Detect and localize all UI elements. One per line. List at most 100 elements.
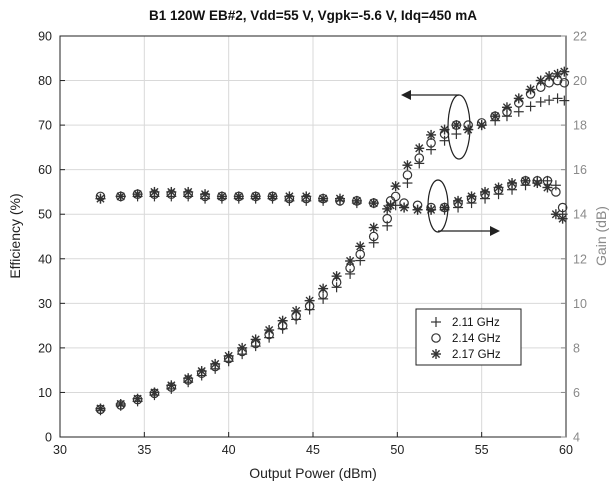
efficiency-point [277,315,288,326]
star-marker-d2 [268,192,277,201]
y-left-tick-label: 50 [38,208,52,222]
gain-point [200,189,211,200]
legend-marker-series-2 [431,333,441,343]
efficiency-point [525,101,536,112]
gain-point [166,186,177,197]
star-marker-d2 [217,192,227,201]
efficiency-point [264,325,275,336]
y-left-tick-label: 20 [38,341,52,355]
star-marker-d2 [369,223,378,232]
star-marker-d2 [391,182,400,191]
legend: 2.11 GHz 2.14 GHz 2.17 GHz [415,308,522,366]
y-left-tick-label: 80 [38,74,52,88]
efficiency-point [552,68,563,79]
gain-point [216,191,227,202]
star-marker-d2 [533,178,542,188]
efficiency-point [544,71,555,82]
star-marker-d2 [335,194,345,203]
gain-point [550,209,561,220]
star-marker-d2 [560,67,569,76]
gain-point [557,213,568,224]
gain-point [368,198,379,209]
star-marker-d2 [543,183,552,192]
efficiency-point [463,124,474,135]
gain-point [267,191,278,202]
x-tick-label: 50 [390,443,404,457]
star-marker-d2 [305,296,314,305]
star-marker-d2 [452,121,461,130]
star-marker-d2 [526,85,535,94]
star-marker-d2 [346,256,355,266]
efficiency-point [451,120,462,131]
efficiency-point [535,75,546,86]
star-marker-d2 [200,190,210,199]
y-left-tick-label: 40 [38,252,52,266]
star-marker-d2 [440,125,449,134]
gain-point [318,193,329,204]
efficiency-point [115,399,126,410]
gain-point [412,204,423,215]
gain-point [301,191,312,202]
star-marker-d2 [431,349,441,359]
efficiency-axis-arrow-head [401,90,411,100]
star-marker-d2 [251,335,260,344]
efficiency-point [451,129,462,140]
star-marker-d2 [558,214,567,223]
legend-label-series-2: 2.14 GHz [452,333,501,345]
y-right-tick-label: 12 [573,252,587,266]
star-marker-d2 [184,187,193,197]
legend-marker-series-3 [431,349,441,359]
y-right-axis-label: Gain (dB) [593,206,609,266]
star-marker-d2 [234,192,243,201]
gain-point [557,202,568,213]
efficiency-point [544,95,555,106]
star-marker-d2 [224,351,233,361]
chart-title: B1 120W EB#2, Vdd=55 V, Vgpk=-5.6 V, Idq… [149,8,477,23]
y-right-tick-label: 20 [573,74,587,88]
efficiency-point [250,334,261,345]
efficiency-point [368,222,379,233]
y-right-tick-label: 14 [573,208,587,222]
x-axis-label: Output Power (dBm) [249,465,377,481]
gain-curve-ellipse [427,179,449,233]
gain-point [284,191,295,202]
x-tick-label: 60 [559,443,573,457]
star-marker-d2 [521,176,530,185]
x-tick-label: 55 [475,443,489,457]
star-marker-d2 [415,144,424,153]
axis-ticks: 30 35 40 45 50 55 60 0 10 20 30 40 50 60 70 80 90 4 6 8 10 12… [38,30,587,458]
efficiency-point [426,144,437,155]
star-marker-d2 [133,394,142,403]
efficiency-point [237,342,248,353]
star-marker-d2 [426,130,436,140]
star-marker-d2 [133,190,142,199]
efficiency-point [559,77,570,88]
efficiency-point [382,213,393,224]
star-marker-d2 [403,161,412,170]
gain-point [550,180,561,191]
gain-point [466,191,477,202]
efficiency-point [355,255,366,266]
star-marker-d2 [211,359,220,369]
efficiency-point [426,129,437,140]
efficiency-point [535,96,546,107]
star-marker-d2 [386,201,395,210]
y-left-tick-label: 0 [45,431,52,445]
star-marker-d2 [551,210,560,219]
efficiency-point [183,373,194,384]
gain-point [507,178,518,189]
efficiency-point [559,95,570,106]
star-marker-d2 [356,242,365,251]
star-marker-d2 [332,272,341,281]
y-right-tick-label: 6 [573,386,580,400]
efficiency-point [345,256,356,267]
gain-point [542,182,553,193]
star-marker-d2 [440,203,449,212]
star-marker-d2 [319,194,328,203]
star-marker-d2 [477,121,486,130]
star-marker-d2 [319,284,328,293]
star-marker-d2 [369,198,378,208]
gain-point [385,200,396,211]
